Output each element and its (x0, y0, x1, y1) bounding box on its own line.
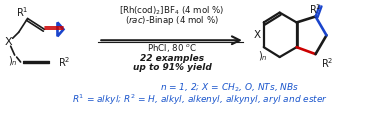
Text: n = 1, 2; X = CH$_2$, O, NTs, NBs: n = 1, 2; X = CH$_2$, O, NTs, NBs (160, 82, 299, 94)
Text: up to 91% yield: up to 91% yield (133, 64, 212, 72)
Text: R$^1$: R$^1$ (16, 6, 29, 20)
Text: PhCl, 80 $^o$C: PhCl, 80 $^o$C (147, 42, 197, 54)
Text: R$^2$: R$^2$ (59, 55, 71, 69)
Text: R$^2$: R$^2$ (321, 56, 334, 70)
Text: [Rh(cod)$_2$]BF$_4$ (4 mol %): [Rh(cod)$_2$]BF$_4$ (4 mol %) (119, 4, 225, 17)
Text: X: X (253, 30, 260, 40)
Text: 22 examples: 22 examples (140, 54, 204, 62)
Text: $R^1$ = alkyl; $R^2$ = H, alkyl, alkenyl, alkynyl, aryl and ester: $R^1$ = alkyl; $R^2$ = H, alkyl, alkenyl… (72, 92, 328, 107)
Text: $)_n$: $)_n$ (258, 49, 268, 63)
Text: ($rac$)-Binap (4 mol %): ($rac$)-Binap (4 mol %) (125, 14, 219, 27)
Text: $)_n$: $)_n$ (8, 54, 17, 68)
Text: X: X (5, 37, 12, 47)
Text: R$^1$: R$^1$ (309, 3, 322, 16)
